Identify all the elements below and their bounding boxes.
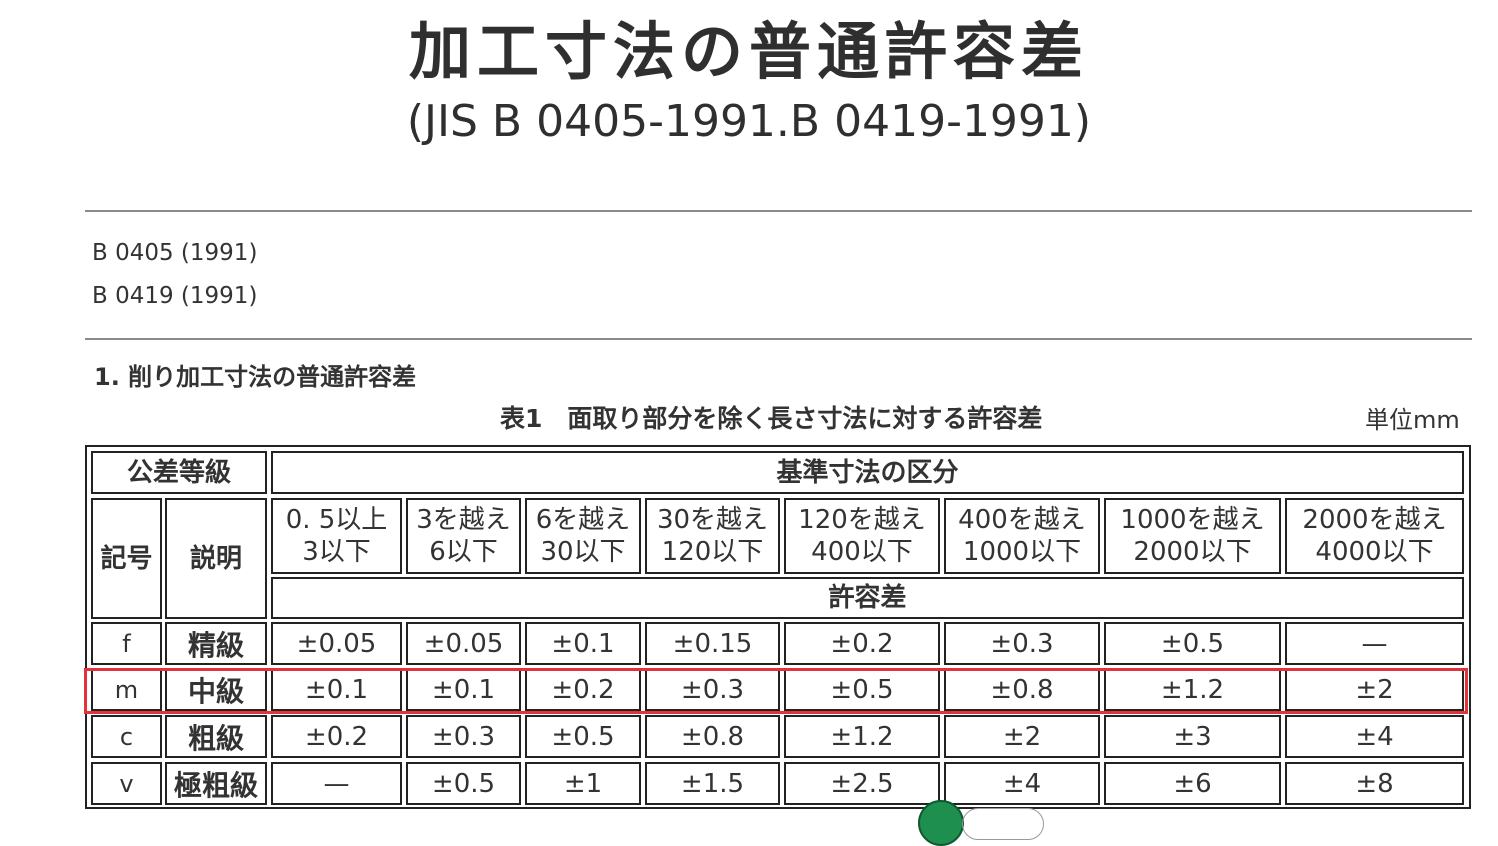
- range-header: 30を越え 120以下: [645, 498, 780, 574]
- tolerance-value: ±0.3: [406, 715, 521, 758]
- range-line-from: 3を越え: [416, 505, 511, 535]
- tolerance-value: ±1.5: [645, 762, 780, 805]
- range-line-to: 1000以下: [962, 537, 1082, 567]
- page-subtitle: (JIS B 0405-1991.B 0419-1991): [406, 96, 1092, 147]
- tolerance-value: ±2.5: [784, 762, 940, 805]
- range-line-from: 0. 5以上: [285, 505, 388, 535]
- grade-description: 精級: [165, 622, 267, 665]
- tolerance-value: ±0.5: [406, 762, 521, 805]
- tolerance-value: ±1: [525, 762, 641, 805]
- range-line-from: 400を越え: [958, 505, 1086, 535]
- grade-description: 極粗級: [165, 762, 267, 805]
- range-header: 0. 5以上 3以下: [271, 498, 402, 574]
- standard-ref-1: B 0405 (1991): [92, 240, 258, 266]
- tolerance-value: ±0.2: [271, 715, 402, 758]
- range-line-to: 4000以下: [1315, 537, 1434, 567]
- range-header: 120を越え 400以下: [784, 498, 940, 574]
- tolerance-table: [85, 445, 1471, 809]
- divider: [85, 210, 1472, 212]
- range-line-to: 3以下: [302, 537, 371, 567]
- page-title: 加工寸法の普通許容差: [408, 15, 1089, 88]
- range-line-from: 1000を越え: [1120, 505, 1265, 535]
- tolerance-value: ±0.8: [645, 715, 780, 758]
- tolerance-value: —: [1285, 622, 1464, 665]
- tolerance-value: ±1.2: [784, 715, 940, 758]
- tolerance-value: ±3: [1104, 715, 1281, 758]
- stamp-outline: [962, 808, 1044, 840]
- division-header: 基準寸法の区分: [271, 451, 1464, 494]
- unit-label: 単位mm: [1365, 406, 1460, 434]
- tolerance-value: ±0.05: [271, 622, 402, 665]
- tolerance-value: ±0.3: [944, 622, 1100, 665]
- stamp-icon: [918, 800, 964, 846]
- tolerance-value: ±4: [1285, 715, 1464, 758]
- tolerance-value: ±4: [944, 762, 1100, 805]
- grade-symbol: c: [91, 715, 162, 758]
- grade-header: 公差等級: [91, 451, 267, 494]
- symbol-header: 記号: [91, 498, 162, 619]
- tolerance-value: ±0.1: [406, 668, 521, 711]
- tolerance-header: 許容差: [271, 577, 1464, 619]
- tolerance-value: ±0.5: [784, 668, 940, 711]
- range-line-to: 2000以下: [1133, 537, 1252, 567]
- grade-symbol: m: [91, 668, 162, 711]
- tolerance-value: ±0.5: [1104, 622, 1281, 665]
- range-line-from: 6を越え: [535, 505, 631, 535]
- range-header: 1000を越え 2000以下: [1104, 498, 1281, 574]
- tolerance-value: ±0.3: [645, 668, 780, 711]
- grade-symbol: f: [91, 622, 162, 665]
- tolerance-value: ±0.05: [406, 622, 521, 665]
- range-line-to: 400以下: [811, 537, 913, 567]
- tolerance-value: ±8: [1285, 762, 1464, 805]
- tolerance-value: ±6: [1104, 762, 1281, 805]
- tolerance-value: ±2: [1285, 668, 1464, 711]
- section-title: 1. 削り加工寸法の普通許容差: [94, 363, 417, 391]
- tolerance-value: —: [271, 762, 402, 805]
- tolerance-value: ±0.2: [784, 622, 940, 665]
- standard-ref-2: B 0419 (1991): [92, 283, 258, 309]
- range-header: 3を越え 6以下: [406, 498, 521, 574]
- range-line-from: 30を越え: [656, 505, 769, 535]
- range-header: 400を越え 1000以下: [944, 498, 1100, 574]
- range-header: 6を越え 30以下: [525, 498, 641, 574]
- description-header: 説明: [165, 498, 267, 619]
- tolerance-value: ±0.1: [525, 622, 641, 665]
- tolerance-value: ±0.1: [271, 668, 402, 711]
- tolerance-value: ±0.5: [525, 715, 641, 758]
- range-line-from: 120を越え: [798, 505, 926, 535]
- table-caption: 表1 面取り部分を除く長さ寸法に対する許容差: [500, 404, 1043, 433]
- range-line-to: 6以下: [429, 537, 498, 567]
- grade-description: 粗級: [165, 715, 267, 758]
- range-line-from: 2000を越え: [1302, 505, 1447, 535]
- range-line-to: 30以下: [540, 537, 626, 567]
- divider: [85, 338, 1472, 340]
- grade-symbol: v: [91, 762, 162, 805]
- tolerance-value: ±0.15: [645, 622, 780, 665]
- grade-description: 中級: [165, 668, 267, 711]
- tolerance-value: ±2: [944, 715, 1100, 758]
- highlight-box: [84, 668, 1468, 714]
- range-line-to: 120以下: [661, 537, 764, 567]
- range-header: 2000を越え 4000以下: [1285, 498, 1464, 574]
